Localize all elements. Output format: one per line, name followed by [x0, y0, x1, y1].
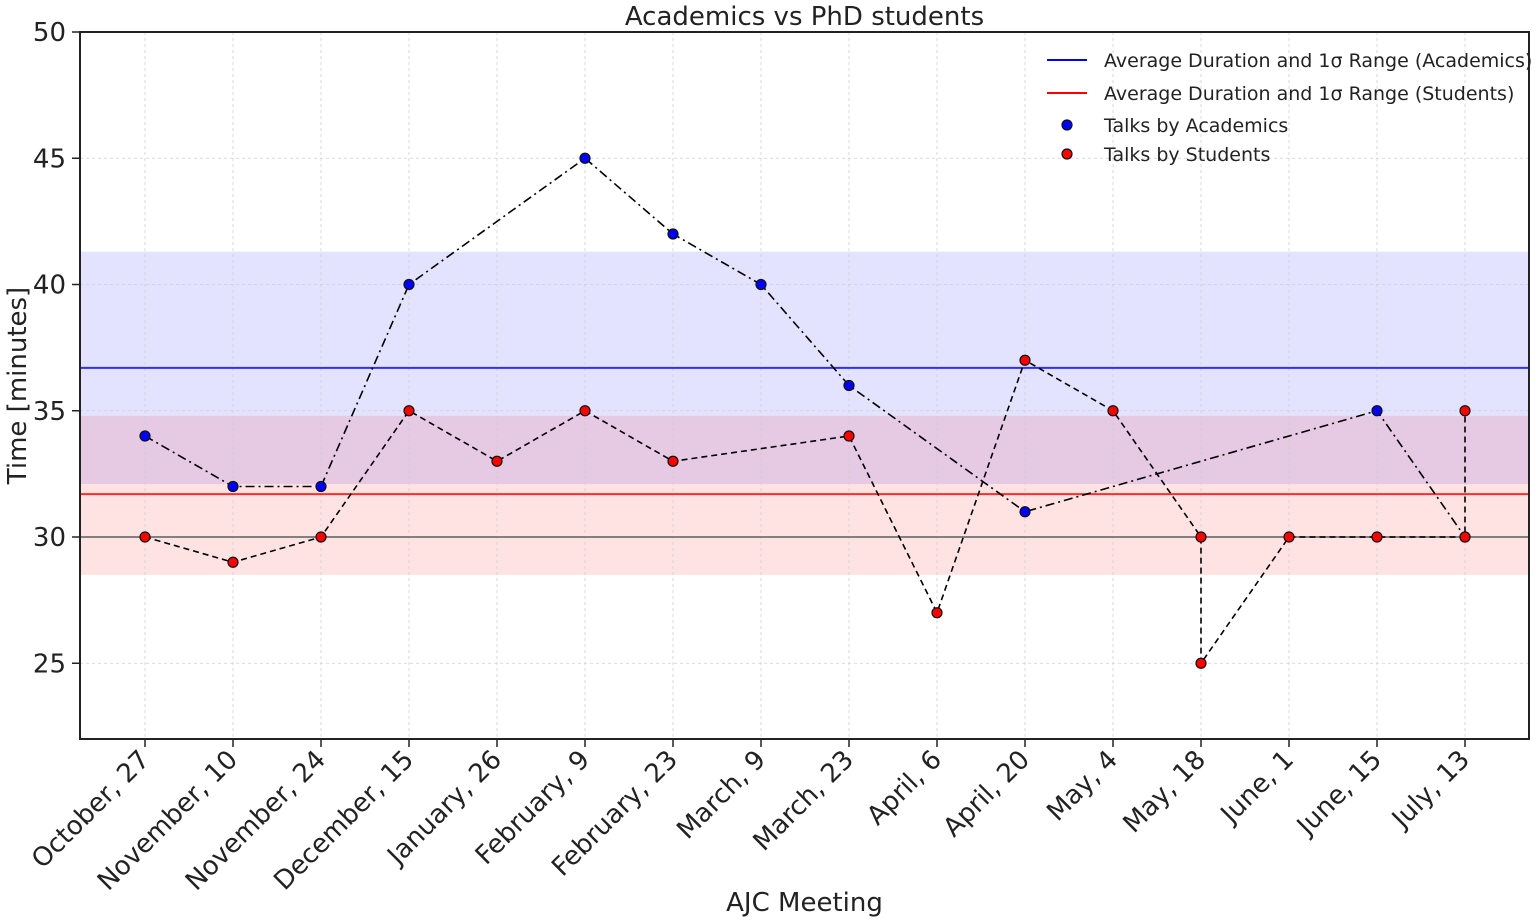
y-tick-label-45: 45: [33, 144, 66, 174]
data-point-talks-by-academics-9: [1371, 405, 1383, 417]
x-tick-label-july-13: July, 13: [1385, 745, 1476, 836]
data-point-talks-by-students-3: [403, 405, 415, 417]
x-tick-label-may-4: May, 4: [1041, 745, 1124, 828]
y-tick-label-40: 40: [33, 271, 66, 301]
series-line-talks-by-students: [144, 359, 1466, 666]
data-point-talks-by-students-12: [1195, 657, 1207, 669]
data-point-talks-by-students-4: [491, 455, 503, 467]
x-tick-label-april-20: April, 20: [938, 745, 1036, 843]
x-tick-label-may-18: May, 18: [1118, 745, 1212, 839]
legend-label-academics-talks: Talks by Academics: [1103, 115, 1288, 137]
sigma-band-1: [80, 415, 1529, 575]
data-point-talks-by-academics-3: [403, 278, 415, 291]
data-point-talks-by-students-8: [931, 607, 943, 619]
y-tick-label-25: 25: [33, 649, 66, 679]
data-point-talks-by-students-13: [1283, 531, 1295, 543]
data-point-talks-by-students-15: [1459, 531, 1471, 543]
legend-label-academics-range: Average Duration and 1σ Range (Academics…: [1104, 50, 1532, 72]
data-point-talks-by-students-14: [1371, 531, 1383, 543]
y-tick-label-35: 35: [33, 397, 66, 427]
data-point-talks-by-students-16: [1459, 405, 1471, 417]
data-point-talks-by-academics-5: [667, 228, 679, 240]
x-tick-label-june-15: June, 15: [1290, 745, 1388, 843]
data-point-talks-by-academics-4: [579, 152, 591, 164]
data-point-talks-by-academics-2: [315, 480, 327, 493]
data-point-talks-by-students-10: [1107, 405, 1119, 417]
y-axis-label: Time [minutes]: [3, 287, 33, 485]
x-axis-label: AJC Meeting: [726, 888, 883, 918]
data-point-talks-by-students-2: [315, 531, 327, 543]
chart-title: Academics vs PhD students: [625, 2, 984, 32]
data-point-talks-by-students-5: [579, 405, 591, 417]
legend-swatch-academics-talks: [1061, 119, 1073, 131]
points-layer: [139, 152, 1471, 669]
y-tick-label-50: 50: [33, 18, 66, 48]
data-point-talks-by-academics-8: [1019, 506, 1031, 518]
lines-layer: [80, 157, 1529, 666]
y-tick-label-30: 30: [33, 523, 66, 553]
legend-label-students-talks: Talks by Students: [1103, 144, 1270, 166]
data-point-talks-by-students-1: [227, 556, 239, 568]
data-point-talks-by-students-0: [139, 531, 151, 543]
data-point-talks-by-students-6: [667, 455, 679, 467]
bands-layer: [80, 251, 1529, 575]
data-point-talks-by-academics-6: [755, 278, 767, 291]
data-point-talks-by-academics-1: [227, 480, 239, 493]
data-point-talks-by-academics-0: [139, 430, 151, 442]
data-point-talks-by-academics-7: [843, 379, 855, 392]
legend-swatch-students-talks: [1061, 148, 1073, 160]
plot-frame: [79, 31, 1530, 740]
legend-label-students-range: Average Duration and 1σ Range (Students): [1104, 83, 1514, 105]
x-tick-label-june-1: June, 1: [1214, 745, 1300, 831]
data-point-talks-by-students-9: [1019, 354, 1031, 366]
legend: Average Duration and 1σ Range (Academics…: [1047, 50, 1532, 166]
data-point-talks-by-students-11: [1195, 531, 1207, 543]
data-point-talks-by-students-7: [843, 430, 855, 442]
x-tick-label-april-6: April, 6: [861, 745, 948, 832]
